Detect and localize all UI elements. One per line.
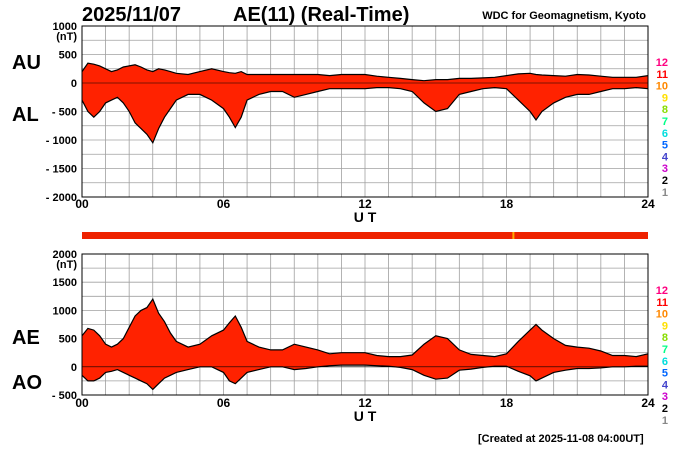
plot-frame: [81, 253, 649, 396]
plot-frame: [81, 25, 649, 198]
station-count-label: 6: [662, 128, 668, 140]
ao-label: AO: [12, 372, 42, 394]
series-line-ae: [81, 297, 649, 358]
y-tick-label: 1000: [53, 305, 77, 317]
al-label: AL: [12, 104, 39, 126]
data-coverage-bar: [82, 232, 648, 239]
station-count-label: 8: [662, 104, 668, 116]
x-tick-label: 24: [641, 396, 655, 410]
y-tick-label: 500: [59, 50, 77, 62]
y-tick-label: 1500: [53, 277, 77, 289]
y-tick-label: - 1500: [46, 164, 77, 176]
created-timestamp: [Created at 2025-11-08 04:00UT]: [478, 433, 644, 445]
y-tick-label: 0: [71, 362, 77, 374]
x-tick-label: 06: [217, 197, 231, 211]
station-count-label: 5: [662, 140, 668, 152]
station-count-label: 11: [656, 69, 668, 81]
station-count-label: 10: [656, 81, 668, 93]
station-count-label: 7: [662, 116, 668, 128]
coverage-bar-fill: [82, 232, 648, 239]
y-unit-label: (nT): [56, 31, 77, 43]
x-tick-label: 18: [500, 396, 514, 410]
ae-label: AE: [12, 327, 40, 349]
station-count-label: 5: [662, 368, 668, 380]
y-tick-label: - 2000: [46, 192, 77, 204]
chart-date: 2025/11/07: [82, 4, 181, 26]
station-count-label: 3: [662, 391, 668, 403]
y-tick-label: 0: [71, 78, 77, 90]
chart-title: AE(11) (Real-Time): [233, 4, 410, 26]
y-unit-label: (nT): [56, 259, 77, 271]
station-count-label: 7: [662, 344, 668, 356]
y-tick-label: 2000: [53, 249, 77, 261]
y-tick-label: - 500: [52, 390, 77, 402]
station-count-label: 2: [662, 175, 668, 187]
station-count-label: 8: [662, 332, 668, 344]
station-count-label: 12: [656, 285, 668, 297]
station-count-label: 3: [662, 163, 668, 175]
organization-label: WDC for Geomagnetism, Kyoto: [482, 10, 646, 22]
station-count-label: 9: [662, 320, 668, 332]
station-count-label: 1: [662, 187, 668, 199]
panel-au-al: 1000 500 0 - 500 - 1000 - 1500 - 2000 (nT) 00 06 1…: [46, 21, 669, 225]
y-tick-label: - 1000: [46, 135, 77, 147]
station-count-label: 4: [662, 379, 669, 391]
x-tick-label: 00: [75, 197, 89, 211]
x-tick-label: 12: [358, 197, 372, 211]
y-tick-label: - 500: [52, 107, 77, 119]
series-line-ao: [81, 364, 648, 391]
station-count-label: 6: [662, 356, 668, 368]
x-tick-label: 18: [500, 197, 514, 211]
coverage-bar-gap: [512, 232, 515, 239]
x-tick-label: 00: [75, 396, 89, 410]
station-count-label: 11: [656, 297, 668, 309]
x-axis-label: U T: [354, 209, 377, 225]
station-count-label: 12: [656, 57, 668, 69]
x-tick-label: 06: [217, 396, 231, 410]
y-tick-label: 1000: [53, 21, 77, 33]
x-tick-label: 12: [358, 396, 372, 410]
y-tick-label: 500: [59, 334, 77, 346]
x-axis-label: U T: [354, 408, 377, 424]
station-count-label: 4: [662, 151, 669, 163]
station-count-label: 10: [656, 309, 668, 321]
station-count-label: 9: [662, 92, 668, 104]
series-line-al: [81, 86, 649, 145]
series-line-au: [81, 62, 649, 82]
x-tick-label: 24: [641, 197, 655, 211]
station-count-label: 1: [662, 415, 668, 427]
au-label: AU: [12, 52, 41, 74]
station-count-label: 2: [662, 403, 668, 415]
